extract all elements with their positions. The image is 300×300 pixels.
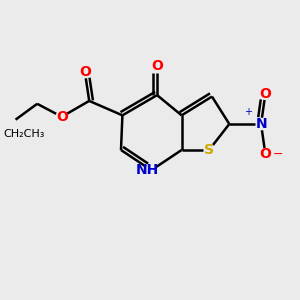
Text: O: O (260, 87, 271, 101)
Text: O: O (151, 59, 163, 73)
Text: +: + (244, 107, 252, 118)
Text: CH₂CH₃: CH₂CH₃ (4, 129, 45, 139)
Text: NH: NH (135, 163, 159, 177)
Text: O: O (260, 147, 271, 161)
Text: O: O (79, 65, 91, 79)
Text: O: O (56, 110, 68, 124)
Text: N: N (255, 117, 267, 131)
Text: −: − (273, 148, 284, 161)
Text: S: S (204, 143, 214, 157)
